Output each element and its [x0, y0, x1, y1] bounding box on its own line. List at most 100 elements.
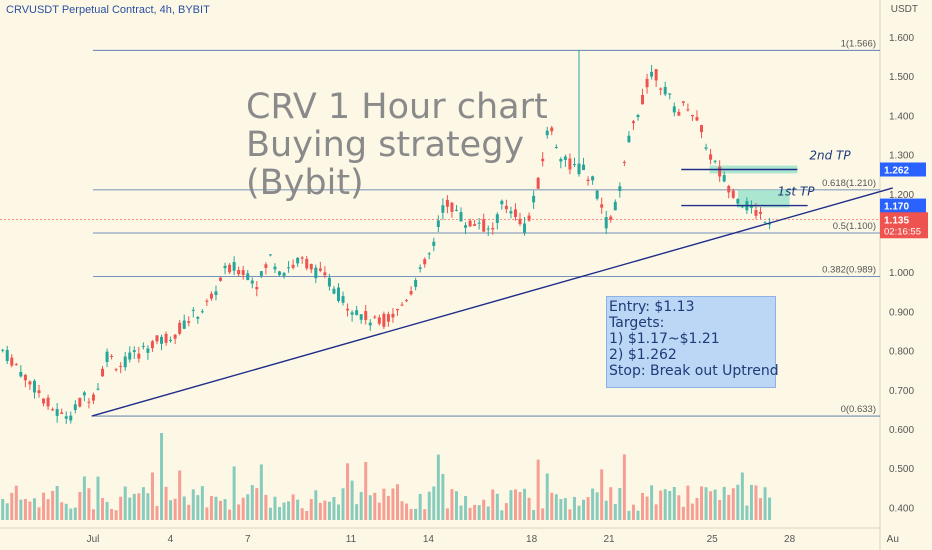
- volume-bar: [78, 491, 82, 520]
- candle-body: [690, 114, 694, 117]
- candle-body: [91, 394, 95, 401]
- volume-bar: [55, 485, 59, 520]
- volume-bar: [332, 496, 336, 520]
- x-tick-label: 4: [168, 534, 174, 545]
- candle-body: [668, 93, 672, 95]
- volume-bar: [459, 505, 463, 520]
- candle-body: [436, 220, 440, 227]
- price-axis-tag: [880, 162, 926, 177]
- volume-bar: [273, 496, 277, 520]
- candle-body: [87, 401, 91, 403]
- volume-bar: [518, 491, 522, 520]
- volume-bar: [96, 476, 100, 520]
- candle-body: [282, 272, 286, 276]
- candle-body: [727, 185, 731, 193]
- volume-bar: [123, 486, 127, 520]
- x-tick-label: 18: [526, 534, 538, 545]
- candle-body: [713, 160, 717, 162]
- volume-bar: [523, 488, 527, 520]
- candle-body: [150, 341, 154, 349]
- volume-bar: [327, 501, 331, 520]
- volume-bar: [618, 488, 622, 520]
- candle-body: [541, 158, 545, 162]
- candle-body: [586, 179, 590, 182]
- candle-body: [677, 111, 681, 116]
- volume-bar: [341, 488, 345, 520]
- volume-bar: [563, 498, 567, 520]
- candle-body: [554, 146, 558, 148]
- volume-bar: [645, 496, 649, 520]
- candle-body: [182, 320, 186, 329]
- candle-body: [613, 201, 617, 211]
- candle-body: [51, 409, 55, 411]
- candle-body: [763, 222, 767, 224]
- candle-body: [536, 177, 540, 189]
- volume-bar: [173, 498, 177, 520]
- volume-bar: [350, 480, 354, 520]
- candle-body: [241, 270, 245, 275]
- candle-body: [509, 211, 513, 214]
- volume-bar: [91, 509, 95, 520]
- volume-bar: [51, 490, 55, 520]
- volume-bar: [205, 507, 209, 520]
- candle-body: [300, 257, 304, 259]
- candle-body: [42, 398, 46, 404]
- volume-bar: [627, 510, 631, 520]
- candle-body: [214, 291, 218, 296]
- candle-body: [486, 228, 490, 230]
- volume-bar: [586, 497, 590, 520]
- candle-body: [731, 190, 735, 198]
- candle-body: [228, 264, 232, 273]
- candle-body: [119, 365, 123, 367]
- candle-body: [627, 135, 631, 143]
- candle-body: [427, 253, 431, 255]
- y-tick-label: 1.400: [889, 111, 914, 122]
- candle-body: [468, 220, 472, 227]
- volume-bar: [731, 488, 735, 520]
- candle-body: [395, 309, 399, 311]
- volume-bar: [595, 492, 599, 520]
- candle-body: [450, 202, 454, 212]
- volume-bar: [527, 497, 531, 520]
- volume-bar: [46, 499, 50, 520]
- price-axis-currency: USDT: [890, 4, 918, 15]
- chart-header-title: CRVUSDT Perpetual Contract, 4h, BYBIT: [6, 4, 210, 16]
- candle-body: [423, 259, 427, 265]
- volume-bar: [740, 472, 744, 520]
- candle-body: [146, 348, 150, 353]
- volume-bar: [336, 504, 340, 520]
- volume-bar: [82, 476, 86, 520]
- overlay-title-line: Buying strategy: [246, 125, 525, 165]
- candle-body: [736, 199, 740, 204]
- candle-body: [350, 312, 354, 315]
- candle-body: [60, 412, 64, 414]
- volume-bar: [550, 492, 554, 520]
- candle-body: [1, 349, 5, 351]
- volume-bar: [532, 510, 536, 520]
- candle-body: [309, 263, 313, 270]
- volume-bar: [101, 498, 105, 520]
- price-axis-tag-label: 1.262: [884, 165, 909, 176]
- volume-bar: [686, 485, 690, 520]
- x-tick-label: Jul: [87, 534, 100, 545]
- candle-body: [631, 121, 635, 124]
- candle-body: [173, 334, 177, 339]
- volume-bar: [268, 507, 272, 520]
- volume-bar: [10, 492, 14, 520]
- candle-body: [622, 161, 626, 163]
- volume-bar: [491, 489, 495, 520]
- volume-bar: [164, 486, 168, 520]
- candle-body: [550, 127, 554, 132]
- candle-body: [409, 291, 413, 295]
- volume-bar: [709, 491, 713, 520]
- candle-body: [681, 101, 685, 103]
- x-tick-label: 28: [784, 534, 796, 545]
- candle-body: [445, 199, 449, 207]
- volume-bar: [400, 501, 404, 520]
- volume-bar: [504, 503, 508, 520]
- current-price-tag: [880, 212, 928, 239]
- candle-body: [105, 351, 109, 362]
- volume-bar: [509, 490, 513, 520]
- volume-bar: [382, 488, 386, 520]
- volume-bar: [445, 508, 449, 520]
